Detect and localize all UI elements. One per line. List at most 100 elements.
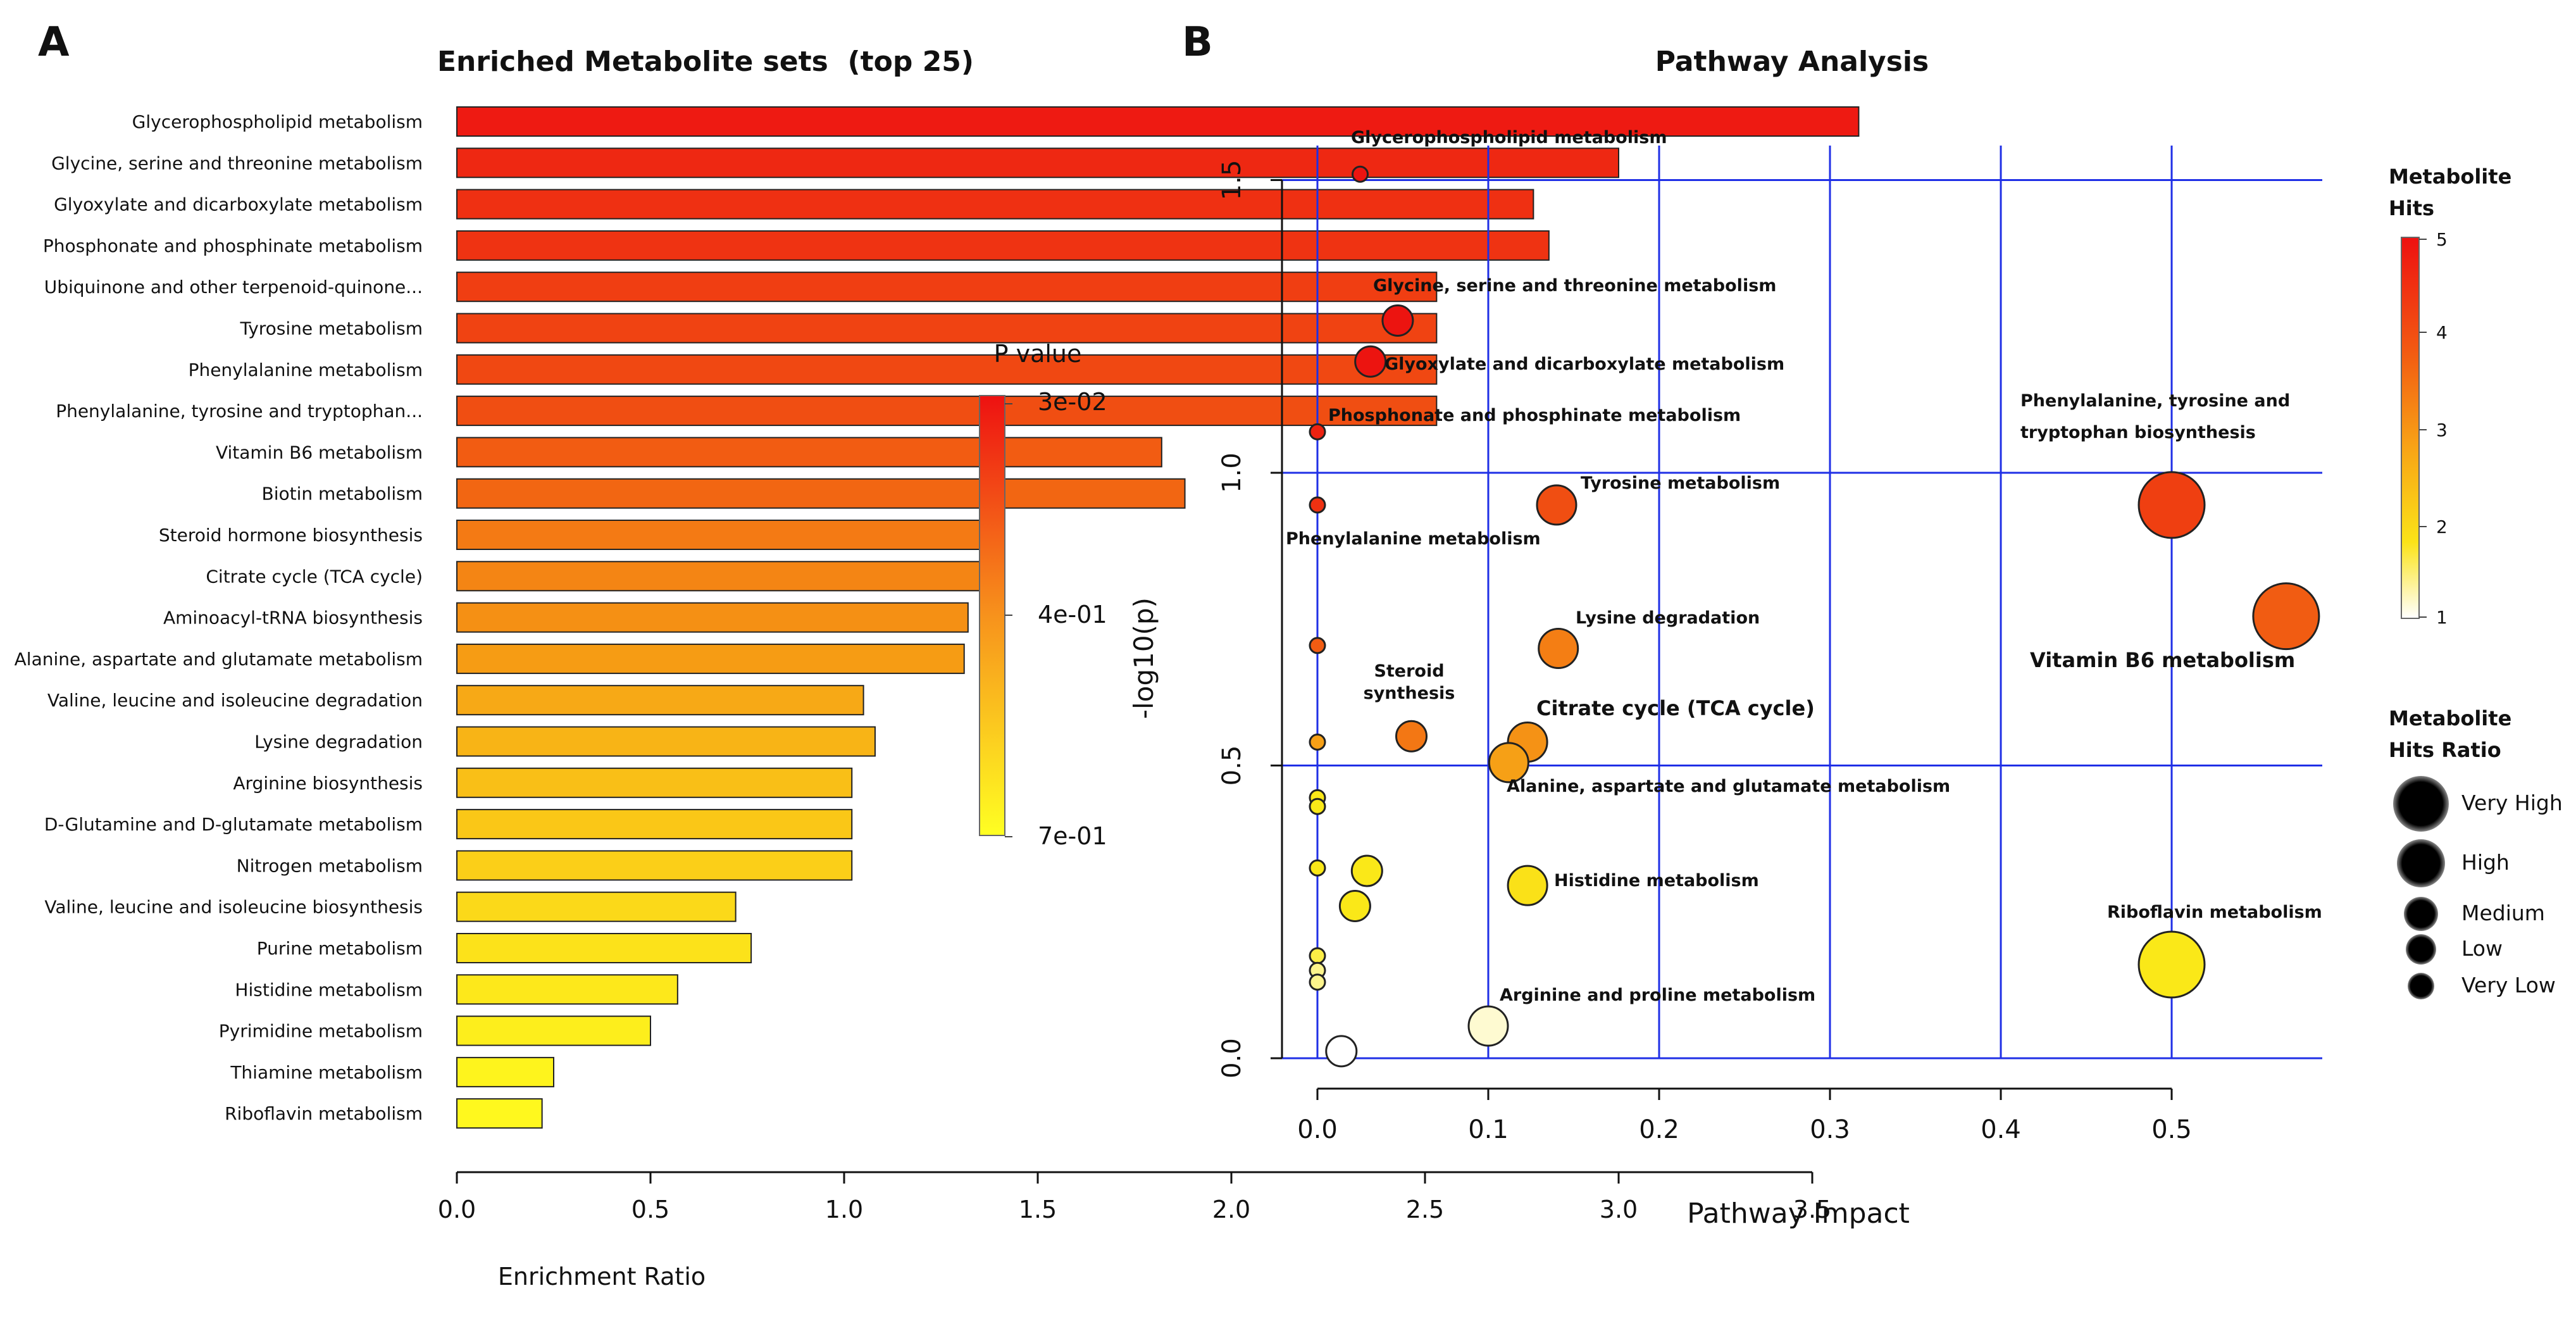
category-label: Phenylalanine metabolism xyxy=(189,359,423,380)
annotation: Steroid xyxy=(1374,661,1444,681)
hits-legend-title: Hits xyxy=(2389,196,2434,220)
annotation: Histidine metabolism xyxy=(1554,871,1759,891)
panel-b-title: Pathway Analysis xyxy=(1655,46,1929,78)
category-label: Lysine degradation xyxy=(254,732,423,753)
x-tick-label: 0.1 xyxy=(1468,1115,1509,1144)
category-label: Riboflavin metabolism xyxy=(225,1103,423,1124)
x-axis: 0.0 0.5 1.0 1.5 2.0 2.5 3.0 3.5 xyxy=(438,1171,1831,1223)
ratio-label: Very Low xyxy=(2461,973,2556,997)
category-label: Glyoxylate and dicarboxylate metabolism xyxy=(54,194,423,215)
bar xyxy=(456,809,853,840)
panel-b-letter: B xyxy=(1182,19,1213,66)
annotation: tryptophan biosynthesis xyxy=(2020,423,2256,442)
pathway-bubble xyxy=(1381,304,1414,337)
ratio-legend-title: Metabolite xyxy=(2389,706,2511,730)
bar xyxy=(456,354,1438,385)
hits-tick-label: 3 xyxy=(2436,420,2448,441)
bar xyxy=(456,974,678,1005)
pathway-bubble xyxy=(1395,720,1428,753)
bar-group xyxy=(456,106,1860,1129)
bar xyxy=(456,478,1186,509)
x-tick-label: 0.5 xyxy=(2151,1115,2192,1144)
category-label: Histidine metabolism xyxy=(235,979,423,1000)
p-value-legend: P value 3e-02 4e-01 7e-01 xyxy=(979,340,1107,850)
pathway-bubble xyxy=(1538,628,1579,669)
bar xyxy=(456,561,981,592)
x-tick-label: 0.0 xyxy=(1297,1115,1338,1144)
annotation: synthesis xyxy=(1364,684,1455,703)
annotation: Alanine, aspartate and glutamate metabol… xyxy=(1507,777,1950,796)
category-labels: Glycerophospholipid metabolism Glycine, s… xyxy=(15,111,423,1124)
category-label: Vitamin B6 metabolism xyxy=(216,442,423,463)
category-label: D-Glutamine and D-glutamate metabolism xyxy=(44,814,423,835)
hits-legend-title: Metabolite xyxy=(2389,165,2511,189)
y-tick-label: 0.0 xyxy=(1217,1038,1247,1078)
bar xyxy=(456,147,1619,178)
pathway-bubble xyxy=(2137,471,2206,539)
ratio-label: Very High xyxy=(2461,791,2563,815)
bar xyxy=(456,850,853,881)
bar xyxy=(456,1098,543,1129)
pathway-bubble xyxy=(1309,423,1326,441)
panel-a-letter: A xyxy=(38,19,70,66)
x-tick-label: 0.5 xyxy=(632,1196,669,1223)
bar xyxy=(456,643,965,674)
p-value-color-bar xyxy=(979,395,1005,836)
y-tick-label: 1.0 xyxy=(1217,453,1247,493)
x-tick-label: 0.4 xyxy=(1981,1115,2021,1144)
category-label: Alanine, aspartate and glutamate metabol… xyxy=(15,649,423,670)
ratio-low-marker xyxy=(2406,934,2436,965)
category-label: Ubiquinone and other terpenoid-quinone..… xyxy=(44,277,423,297)
pathway-bubble xyxy=(1309,859,1326,877)
x-tick-label: 0.2 xyxy=(1639,1115,1679,1144)
pathway-bubble xyxy=(1467,1005,1509,1047)
category-label: Valine, leucine and isoleucine degradati… xyxy=(47,690,423,711)
y-tick-label: 1.5 xyxy=(1217,160,1247,201)
hits-ratio-legend: Metabolite Hits Ratio Very High High Med… xyxy=(2389,706,2563,999)
ratio-label: Low xyxy=(2461,936,2503,961)
category-label: Steroid hormone biosynthesis xyxy=(159,525,423,546)
category-label: Purine metabolism xyxy=(257,938,423,959)
bar xyxy=(456,437,1162,468)
y-tick-label: 0.5 xyxy=(1217,746,1247,786)
bar xyxy=(456,313,1438,344)
category-label: Citrate cycle (TCA cycle) xyxy=(206,566,423,587)
bar xyxy=(456,230,1550,261)
pathway-bubble xyxy=(2137,930,2206,999)
category-label: Tyrosine metabolism xyxy=(239,318,423,339)
ratio-high-marker xyxy=(2397,839,2445,887)
ratio-label: High xyxy=(2461,850,2510,875)
pathway-bubble xyxy=(1507,865,1548,906)
bar xyxy=(456,726,876,757)
ratio-very-high-marker xyxy=(2393,776,2449,832)
hits-tick-label: 4 xyxy=(2436,322,2448,343)
pathway-bubble xyxy=(1488,742,1529,784)
bar xyxy=(456,602,969,633)
bar xyxy=(456,685,864,716)
category-label: Arginine biosynthesis xyxy=(233,773,423,794)
panel-a-title: Enriched Metabolite sets (top 25) xyxy=(437,46,974,78)
annotation: Vitamin B6 metabolism xyxy=(2030,648,2295,672)
pathway-bubble xyxy=(2252,582,2320,651)
category-label: Glycine, serine and threonine metabolism xyxy=(51,153,423,173)
annotation: Tyrosine metabolism xyxy=(1581,473,1780,493)
hits-tick-label: 1 xyxy=(2436,607,2448,628)
pathway-bubble xyxy=(1309,797,1326,815)
x-tick-label: 1.5 xyxy=(1019,1196,1057,1223)
x-tick-label: 2.5 xyxy=(1406,1196,1444,1223)
x-axis-title: Pathway Impact xyxy=(1687,1197,1910,1230)
annotation: Citrate cycle (TCA cycle) xyxy=(1536,696,1815,720)
x-axis-title: Enrichment Ratio xyxy=(498,1263,706,1291)
bar xyxy=(456,189,1534,220)
p-value-label-mid: 4e-01 xyxy=(1038,601,1107,628)
hits-tick-label: 2 xyxy=(2436,516,2448,537)
bar xyxy=(456,106,1860,137)
hits-ticks: 5 4 3 2 1 xyxy=(2419,229,2448,628)
pathway-bubble xyxy=(1536,484,1577,526)
x-tick-label: 0.0 xyxy=(438,1196,476,1223)
bar xyxy=(456,272,1438,303)
hits-color-bar xyxy=(2401,237,2420,619)
annotation: Phosphonate and phosphinate metabolism xyxy=(1328,406,1741,425)
category-label: Phenylalanine, tyrosine and tryptophan..… xyxy=(56,401,423,422)
